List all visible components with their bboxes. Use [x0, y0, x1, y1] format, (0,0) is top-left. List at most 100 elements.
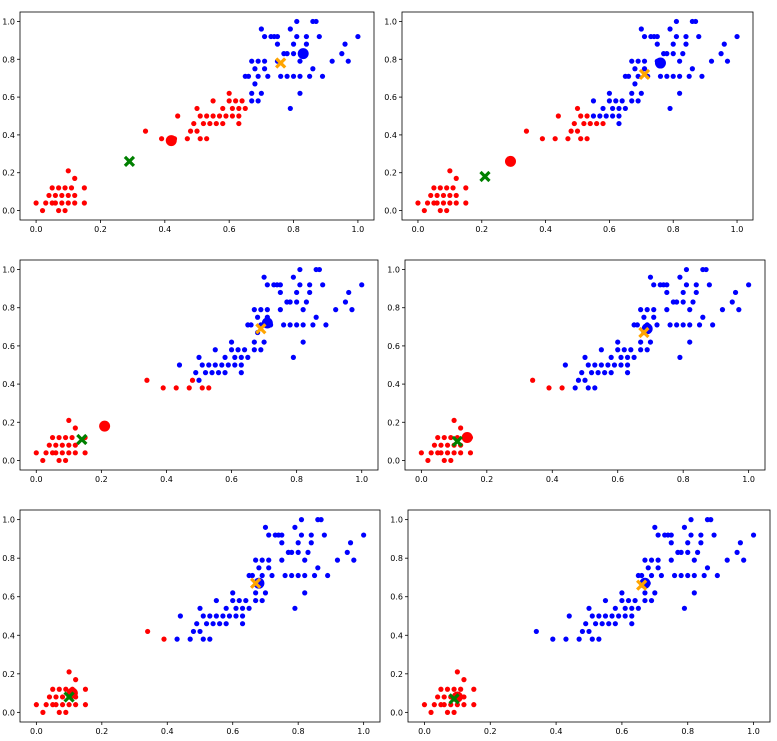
- data-point: [463, 185, 469, 191]
- data-point: [435, 434, 441, 441]
- data-point: [56, 709, 62, 715]
- data-point: [194, 105, 200, 112]
- data-point: [641, 58, 648, 64]
- data-point: [471, 686, 477, 692]
- data-point: [670, 73, 676, 79]
- data-point: [254, 314, 261, 320]
- data-point: [698, 532, 704, 538]
- data-point: [685, 540, 691, 546]
- x-stroke: [123, 155, 136, 168]
- data-point: [290, 41, 297, 47]
- data-point: [523, 128, 530, 134]
- x-stroke: [636, 579, 648, 591]
- data-point: [598, 347, 604, 353]
- x-tick-label: 0.6: [611, 475, 624, 484]
- data-point: [699, 73, 705, 79]
- red-center: [461, 432, 473, 444]
- data-point: [255, 98, 261, 104]
- data-point: [311, 572, 318, 579]
- x-tick-label: 0.0: [30, 727, 43, 736]
- data-point: [671, 572, 678, 579]
- data-point: [269, 572, 275, 579]
- data-point: [59, 694, 66, 700]
- data-point: [43, 200, 49, 206]
- y-tick-label: 0.2: [387, 418, 400, 427]
- green-x: [63, 691, 75, 703]
- data-point: [578, 113, 584, 119]
- data-point: [236, 597, 242, 604]
- orange-x: [638, 68, 651, 81]
- y-tick-label: 0.8: [390, 554, 403, 563]
- data-point: [463, 200, 469, 206]
- x-tick-label: 0.8: [677, 475, 690, 484]
- x-tick-label: 0.4: [539, 225, 552, 234]
- data-point: [425, 457, 431, 464]
- data-point: [592, 385, 598, 391]
- data-point: [641, 314, 647, 320]
- green-x: [76, 433, 88, 446]
- data-point: [194, 128, 200, 134]
- data-point: [236, 120, 242, 127]
- data-point: [262, 590, 269, 596]
- data-point: [258, 347, 264, 353]
- data-point: [664, 289, 670, 296]
- data-point: [718, 51, 724, 57]
- data-point: [305, 549, 311, 556]
- data-point: [596, 636, 602, 642]
- data-point: [652, 524, 658, 530]
- data-point: [428, 450, 434, 456]
- data-point: [693, 289, 699, 296]
- data-point: [441, 434, 447, 441]
- data-point: [683, 266, 690, 273]
- data-point: [290, 354, 296, 360]
- data-point: [253, 597, 259, 604]
- data-point: [65, 168, 71, 174]
- red-center: [165, 135, 177, 147]
- data-point: [438, 686, 444, 692]
- data-point: [644, 307, 650, 313]
- data-point: [448, 434, 454, 441]
- data-point: [298, 532, 305, 538]
- data-point: [563, 636, 569, 642]
- data-point: [602, 597, 609, 604]
- y-tick-label: 1.0: [387, 266, 400, 275]
- data-point: [453, 200, 459, 206]
- data-point: [66, 442, 72, 448]
- data-point: [648, 597, 655, 604]
- data-point: [264, 282, 270, 288]
- data-point: [69, 434, 75, 441]
- data-point: [303, 33, 310, 40]
- data-point: [252, 81, 258, 87]
- x-tick-label: 0.0: [415, 475, 428, 484]
- data-point: [72, 192, 78, 199]
- data-point: [647, 274, 654, 280]
- data-point: [673, 18, 680, 25]
- data-point: [308, 532, 314, 538]
- data-point: [220, 613, 226, 619]
- data-point: [590, 113, 597, 119]
- data-point: [313, 18, 319, 25]
- data-point: [66, 450, 72, 456]
- data-point: [719, 307, 726, 313]
- data-point: [287, 299, 293, 305]
- data-point: [698, 540, 704, 546]
- data-point: [59, 200, 65, 206]
- data-point: [266, 532, 272, 538]
- data-point: [583, 621, 589, 627]
- data-point: [220, 105, 226, 112]
- data-point: [467, 450, 474, 456]
- data-point: [625, 73, 632, 79]
- axes-frame: [19, 11, 375, 221]
- data-point: [584, 113, 590, 119]
- data-point: [189, 377, 196, 383]
- data-point: [241, 347, 248, 353]
- data-point: [33, 450, 39, 456]
- data-point: [458, 686, 464, 692]
- data-point: [258, 90, 264, 96]
- data-point: [595, 370, 601, 376]
- data-point: [81, 200, 87, 206]
- data-point: [251, 307, 257, 313]
- data-point: [706, 282, 712, 288]
- data-point: [213, 120, 219, 127]
- data-point: [708, 58, 715, 64]
